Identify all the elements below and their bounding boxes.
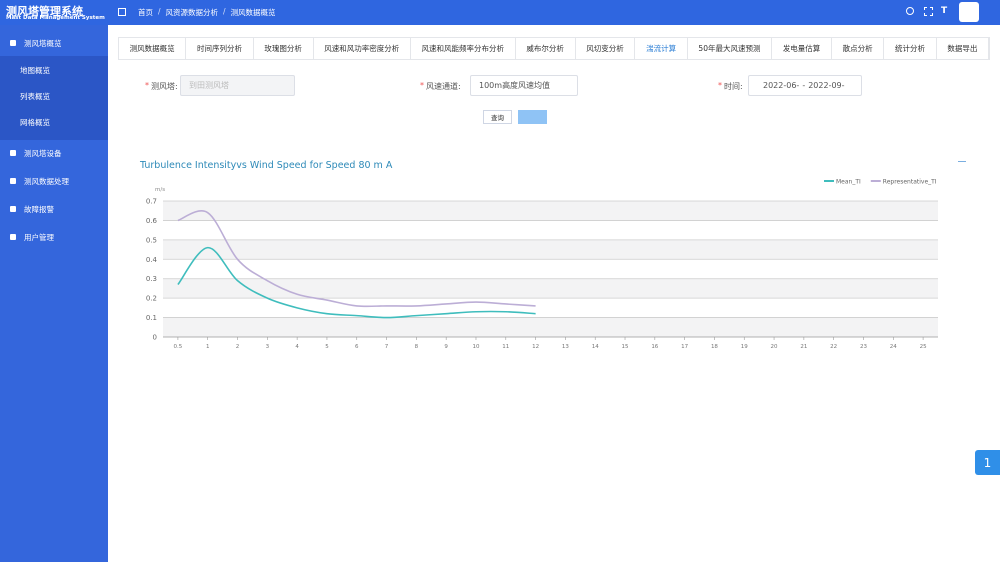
app-subtitle: Mast Data Management System bbox=[6, 15, 105, 21]
menu-label: 故障报警 bbox=[24, 204, 54, 214]
field-label: 时间: bbox=[724, 82, 743, 91]
collapse-icon[interactable] bbox=[118, 8, 126, 16]
tab[interactable]: 时间序列分析 bbox=[186, 38, 254, 59]
top-bar: 测风塔管理系统 Mast Data Management System 首页 / 风… bbox=[0, 0, 1000, 25]
date-separator: - bbox=[802, 81, 806, 90]
tab[interactable]: 发电量估算 bbox=[772, 38, 832, 59]
select-box[interactable]: 到田测风塔 bbox=[180, 75, 295, 96]
menu-label: 测风塔设备 bbox=[24, 148, 62, 158]
tab[interactable]: 统计分析 bbox=[884, 38, 937, 59]
tab[interactable]: 数据导出 bbox=[937, 38, 990, 59]
tab[interactable]: 威布尔分析 bbox=[516, 38, 576, 59]
menu-icon bbox=[10, 178, 16, 184]
query-button[interactable]: 查询 bbox=[483, 110, 512, 124]
field-label: 风速通道: bbox=[426, 82, 461, 91]
reset-button[interactable] bbox=[518, 110, 547, 124]
breadcrumb-item[interactable]: 测风数据概览 bbox=[230, 8, 276, 17]
breadcrumb-item[interactable]: 风资源数据分析 bbox=[165, 8, 219, 17]
select-box[interactable]: 2022-06- -2022-09- bbox=[748, 75, 862, 96]
tab-bar: 测风数据概览 时间序列分析 玫瑰图分析 风速和风功率密度分析 风速和风能频率分布分析 威布… bbox=[118, 37, 990, 60]
app-title: 测风塔管理系统 bbox=[6, 5, 83, 18]
tab[interactable]: 风切变分析 bbox=[576, 38, 636, 59]
select-box[interactable]: 100m高度风速均值 bbox=[470, 75, 578, 96]
breadcrumb: 首页 / 风资源数据分析 / 测风数据概览 bbox=[138, 7, 276, 18]
menu-item[interactable]: 测风塔概览 bbox=[0, 33, 108, 53]
font-size-icon[interactable]: T bbox=[941, 6, 948, 16]
tab[interactable]: 湍流计算 bbox=[635, 38, 688, 59]
menu-icon bbox=[10, 40, 16, 46]
search-icon[interactable] bbox=[906, 7, 914, 15]
submenu: 地图概览列表概览网格概览 bbox=[0, 56, 108, 140]
menu-item[interactable]: 测风塔设备 bbox=[0, 143, 108, 163]
field-label: 测风塔: bbox=[151, 82, 178, 91]
menu-icon bbox=[10, 150, 16, 156]
submenu-item[interactable]: 网格概览 bbox=[20, 118, 50, 127]
fullscreen-icon[interactable] bbox=[924, 7, 933, 16]
menu-item[interactable]: 用户管理 bbox=[0, 227, 108, 247]
sidebar: 测风塔概览地图概览列表概览网格概览测风塔设备测风数据处理 故障报警用户管理 bbox=[0, 25, 108, 562]
avatar[interactable] bbox=[959, 2, 979, 22]
menu-item[interactable]: 故障报警 bbox=[0, 199, 108, 219]
menu-icon bbox=[10, 206, 16, 212]
tab[interactable]: 50年最大风速预测 bbox=[688, 38, 773, 59]
date-start: 2022-06- bbox=[763, 81, 800, 90]
menu-label: 测风数据处理 bbox=[24, 176, 69, 186]
tab[interactable]: 散点分析 bbox=[832, 38, 885, 59]
submenu-item[interactable]: 列表概览 bbox=[20, 92, 50, 101]
tab[interactable]: 测风数据概览 bbox=[119, 38, 187, 59]
main-content: 测风数据概览 时间序列分析 玫瑰图分析 风速和风功率密度分析 风速和风能频率分布分析 威布… bbox=[108, 25, 1000, 562]
breadcrumb-item[interactable]: 首页 bbox=[138, 8, 153, 17]
tab[interactable]: 玫瑰图分析 bbox=[254, 38, 314, 59]
menu-item[interactable]: 测风数据处理 bbox=[0, 171, 108, 191]
select-value: 到田测风塔 bbox=[189, 81, 229, 90]
tab[interactable]: 风速和风功率密度分析 bbox=[314, 38, 411, 59]
menu-label: 用户管理 bbox=[24, 232, 54, 242]
float-button[interactable]: 1 bbox=[975, 450, 1000, 475]
download-icon[interactable] bbox=[958, 153, 966, 162]
menu-label: 测风塔概览 bbox=[24, 38, 62, 48]
date-end: 2022-09- bbox=[808, 81, 845, 90]
required-mark: * bbox=[145, 81, 149, 90]
submenu-item[interactable]: 地图概览 bbox=[20, 66, 50, 75]
select-value: 100m高度风速均值 bbox=[479, 81, 551, 90]
breadcrumb-separator: / bbox=[158, 7, 161, 16]
required-mark: * bbox=[420, 81, 424, 90]
breadcrumb-separator: / bbox=[223, 7, 226, 16]
tab[interactable]: 风速和风能频率分布分析 bbox=[411, 38, 516, 59]
menu-icon bbox=[10, 234, 16, 240]
required-mark: * bbox=[718, 81, 722, 90]
